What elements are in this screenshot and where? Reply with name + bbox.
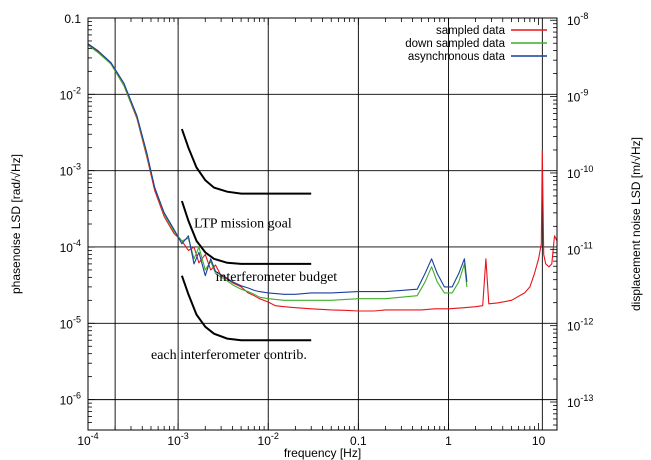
series-line <box>87 43 468 295</box>
data-series <box>87 43 558 312</box>
y2-tick-label: 10-11 <box>567 240 593 257</box>
legend-label: down sampled data <box>405 38 505 50</box>
y-tick-label: 10-6 <box>60 391 81 408</box>
y2-tick-label: 10-9 <box>567 88 588 105</box>
x-tick-label: 10-3 <box>167 431 188 448</box>
reference-curve <box>180 275 312 342</box>
y-tick-label: 10-5 <box>60 314 81 331</box>
y-tick-label: 10-2 <box>60 85 81 102</box>
y2-tick-label: 10-13 <box>567 393 593 410</box>
legend-label: asynchronous data <box>408 51 506 63</box>
reference-curves <box>180 128 312 342</box>
x-tick-label: 10-4 <box>77 431 98 448</box>
y2-tick-label: 10-12 <box>567 317 593 334</box>
series-line <box>87 44 468 301</box>
reference-curve <box>180 200 312 265</box>
y-tick-label: 10-4 <box>60 238 81 255</box>
y2-tick-label: 10-8 <box>567 11 588 28</box>
y2-axis-label: displacement noise LSD [m/√Hz] <box>629 137 643 311</box>
annotation: each interferometer contrib. <box>151 348 307 363</box>
y-tick-label: 10-3 <box>60 162 81 179</box>
y-tick-label: 0.1 <box>64 12 81 26</box>
annotation: interferometer budget <box>216 270 338 285</box>
reference-curve <box>180 128 312 195</box>
plot-frame <box>87 17 558 431</box>
grid-lines <box>88 17 557 430</box>
x-tick-label: 10-2 <box>258 431 279 448</box>
y-axis-label: phasenoise LSD [rad/√Hz] <box>9 154 23 294</box>
legend-label: sampled data <box>436 25 506 37</box>
x-tick-label: 0.1 <box>350 434 367 448</box>
annotations: LTP mission goal interferometer budget eac… <box>151 216 337 363</box>
x-tick-label: 1 <box>445 434 452 448</box>
x-axis-label: frequency [Hz] <box>284 446 361 460</box>
annotation: LTP mission goal <box>194 216 292 231</box>
x-tick-label: 10 <box>532 434 546 448</box>
y2-tick-label: 10-10 <box>567 164 593 181</box>
axis-ticks: 10-4 10-3 10-2 0.1 1 10 0.1 10-2 10-3 10-4 10-5 10-… <box>60 11 594 448</box>
